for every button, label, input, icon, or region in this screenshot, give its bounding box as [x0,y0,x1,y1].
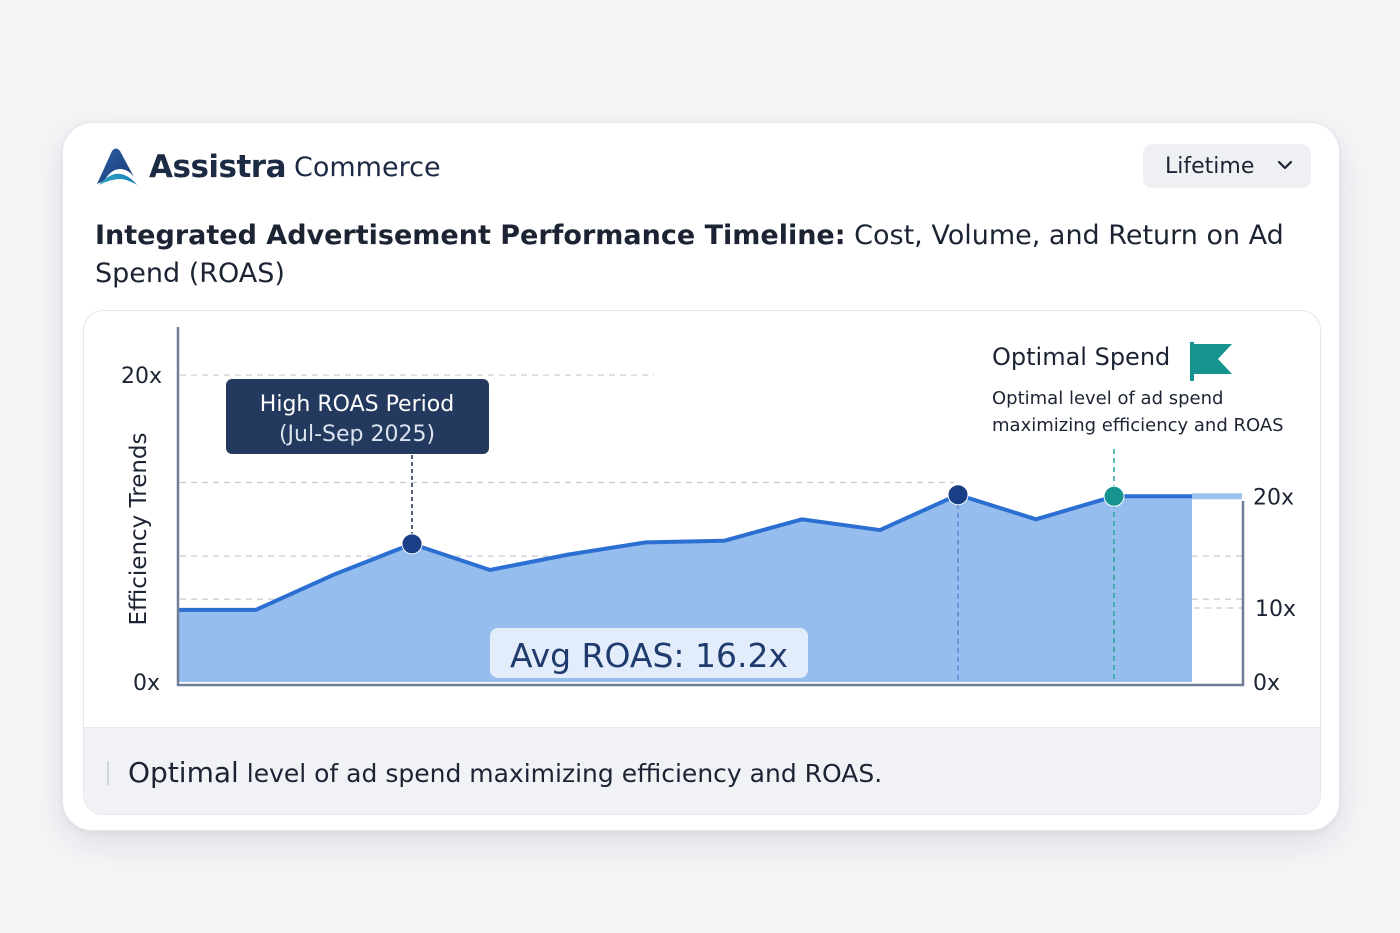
flag-cloth [1194,344,1232,374]
series-tail [1192,493,1242,500]
chart-footer: Optimal level of ad spend maximizing eff… [84,727,1320,814]
brand-suffix: Commerce [294,151,441,183]
summary-pill [490,628,808,678]
callout-box [226,379,489,454]
chevron-down-icon [1277,160,1293,170]
y-tick-left: 20x [121,364,162,389]
chart-title: Integrated Advertisement Performance Tim… [95,217,1305,293]
footer-note-rest: level of ad spend maximizing efficiency … [238,759,883,788]
flag-icon [1190,342,1232,381]
data-point [1103,485,1125,507]
data-point [401,533,423,555]
summary-text: Avg ROAS: 16.2x [510,636,788,675]
chart-panel: 20x 0x 20x 10x 0x Efficiency Trends High ROAS… [83,310,1321,815]
y-axis-label: Efficiency Trends [126,432,152,625]
assistra-logo-icon [97,148,137,185]
flag-pole [1190,342,1194,381]
chart-title-bold: Integrated Advertisement Performance Tim… [95,220,846,251]
series-line [178,492,1192,612]
range-select[interactable]: Lifetime [1143,144,1311,188]
y-tick-left: 0x [133,671,160,696]
brand-name: Assistra [149,149,287,185]
y-tick-right: 20x [1253,485,1294,510]
data-point [947,484,969,506]
roas-chart: 20x 0x 20x 10x 0x Efficiency Trends High ROAS… [121,327,1296,696]
y-tick-right: 10x [1255,597,1296,622]
footer-divider [107,761,109,785]
series-area [178,494,1192,682]
dashboard-card: Assistra Commerce Lifetime Integrated Ad… [62,122,1340,831]
brand-logo: Assistra Commerce [93,147,441,187]
callout-label: High ROAS Period [260,392,454,417]
footer-note-lead: Optimal [128,756,239,789]
optimal-title: Optimal Spend [992,343,1170,371]
optimal-description: Optimal level of ad spend maximizing effi… [992,388,1284,436]
footer-note: Optimal level of ad spend maximizing eff… [128,756,882,789]
y-tick-right: 0x [1253,671,1280,696]
range-select-value: Lifetime [1165,153,1255,179]
callout-sublabel: (Jul-Sep 2025) [279,422,435,447]
chart-title-rest: Cost, Volume, and Return on Ad Spend (RO… [95,220,1284,289]
